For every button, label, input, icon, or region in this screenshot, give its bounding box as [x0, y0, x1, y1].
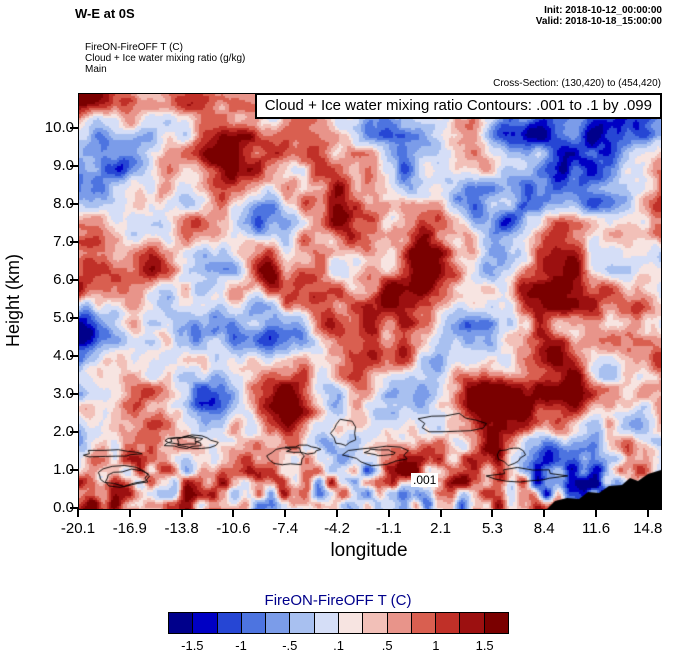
x-tick-mark — [387, 509, 390, 517]
x-tick-mark — [491, 509, 494, 517]
x-tick-label: 2.1 — [430, 520, 452, 537]
y-tick-mark — [70, 355, 78, 357]
colorbar-tick-label: .1 — [333, 638, 344, 653]
run-times: Init: 2018-10-12_00:00:00 Valid: 2018-10… — [536, 5, 662, 27]
x-tick-label: -4.2 — [324, 520, 350, 537]
colorbar-segment — [362, 612, 388, 634]
y-tick-label: 1.0 — [53, 461, 74, 478]
y-tick-mark — [70, 431, 78, 433]
colorbar-segment — [410, 612, 437, 634]
y-tick-label: 2.0 — [53, 423, 74, 440]
x-tick-mark — [232, 509, 235, 517]
field-cloud-label: Cloud + Ice water mixing ratio (g/kg) — [85, 53, 246, 64]
colorbar-segment — [192, 612, 218, 634]
init-time: Init: 2018-10-12_00:00:00 — [544, 5, 662, 16]
colorbar-segment — [483, 612, 509, 634]
x-axis-label: longitude — [330, 540, 408, 561]
colorbar-segment — [265, 612, 291, 634]
plot-area: Cloud + Ice water mixing ratio Contours:… — [78, 93, 662, 510]
x-tick-mark — [180, 509, 183, 517]
temperature-difference-field-canvas — [79, 94, 661, 509]
y-axis-label: Height (km) — [2, 253, 23, 348]
y-tick-mark — [70, 279, 78, 281]
x-tick-label: -10.6 — [216, 520, 251, 537]
y-tick-mark — [70, 203, 78, 205]
colorbar-segment — [386, 612, 412, 634]
colorbar-tick-label: -1 — [235, 638, 247, 653]
page-title: W-E at 0S — [75, 6, 135, 21]
x-tick-label: -16.9 — [112, 520, 147, 537]
colorbar-tick-label: 1.5 — [475, 638, 494, 653]
x-tick-label: 11.6 — [581, 520, 611, 537]
contour-info-box: Cloud + Ice water mixing ratio Contours:… — [254, 93, 662, 119]
colorbar-segment — [168, 612, 194, 634]
y-tick-mark — [70, 393, 78, 395]
colorbar-segment — [216, 612, 242, 634]
field-main-label: Main — [85, 64, 107, 75]
x-tick-label: -7.4 — [272, 520, 299, 537]
y-tick-label: 4.0 — [53, 347, 74, 364]
cross-section-coords: Cross-Section: (130,420) to (454,420) — [493, 78, 661, 89]
y-tick-mark — [70, 165, 78, 167]
x-tick-mark — [543, 509, 546, 517]
colorbar-segment — [240, 612, 267, 634]
contour-value-label: .001 — [411, 473, 439, 487]
x-tick-mark — [595, 509, 597, 517]
x-tick-label: -20.1 — [60, 520, 96, 537]
y-tick-mark — [70, 241, 78, 243]
y-tick-mark — [70, 469, 78, 471]
x-tick-label: 8.4 — [533, 520, 555, 537]
x-tick-label: -13.8 — [164, 520, 199, 537]
colorbar-title: FireON-FireOFF T (C) — [264, 592, 412, 609]
colorbar-segment — [459, 612, 485, 634]
colorbar-tick-label: -.5 — [282, 638, 298, 653]
y-tick-mark — [70, 127, 78, 129]
y-tick-mark — [70, 507, 78, 509]
y-tick-mark — [70, 317, 78, 319]
field-info: FireON-FireOFF T (C) Cloud + Ice water m… — [85, 42, 245, 75]
x-tick-mark — [646, 509, 649, 517]
y-tick-label: 0.0 — [53, 499, 74, 516]
x-tick-mark — [439, 509, 442, 517]
y-tick-label: 5.0 — [53, 309, 74, 326]
x-tick-label: 5.3 — [481, 520, 503, 537]
y-axis-label-wrap: Height (km) — [0, 93, 26, 508]
x-tick-mark — [284, 509, 287, 517]
valid-time: Valid: 2018-10-18_15:00:00 — [535, 16, 662, 27]
colorbar — [168, 612, 509, 634]
y-tick-label: 9.0 — [53, 157, 74, 174]
colorbar-tick-label: .5 — [381, 638, 393, 653]
colorbar-segment — [435, 612, 461, 634]
y-tick-label: 7.0 — [53, 233, 74, 250]
y-tick-label: 6.0 — [53, 271, 74, 288]
x-tick-label: 14.8 — [633, 520, 663, 537]
colorbar-segment — [337, 612, 364, 634]
y-tick-label: 10.0 — [44, 119, 74, 136]
x-tick-label: -1.1 — [375, 520, 402, 537]
y-tick-label: 3.0 — [53, 385, 74, 402]
colorbar-segment — [313, 612, 339, 634]
x-tick-mark — [128, 509, 131, 517]
x-tick-mark — [77, 509, 79, 517]
field-temp-label: FireON-FireOFF T (C) — [85, 42, 183, 53]
y-tick-label: 8.0 — [53, 195, 74, 212]
x-tick-mark — [336, 509, 338, 517]
colorbar-tick-label: -1.5 — [181, 638, 204, 653]
colorbar-segment — [289, 612, 315, 634]
colorbar-tick-label: 1 — [432, 638, 440, 653]
